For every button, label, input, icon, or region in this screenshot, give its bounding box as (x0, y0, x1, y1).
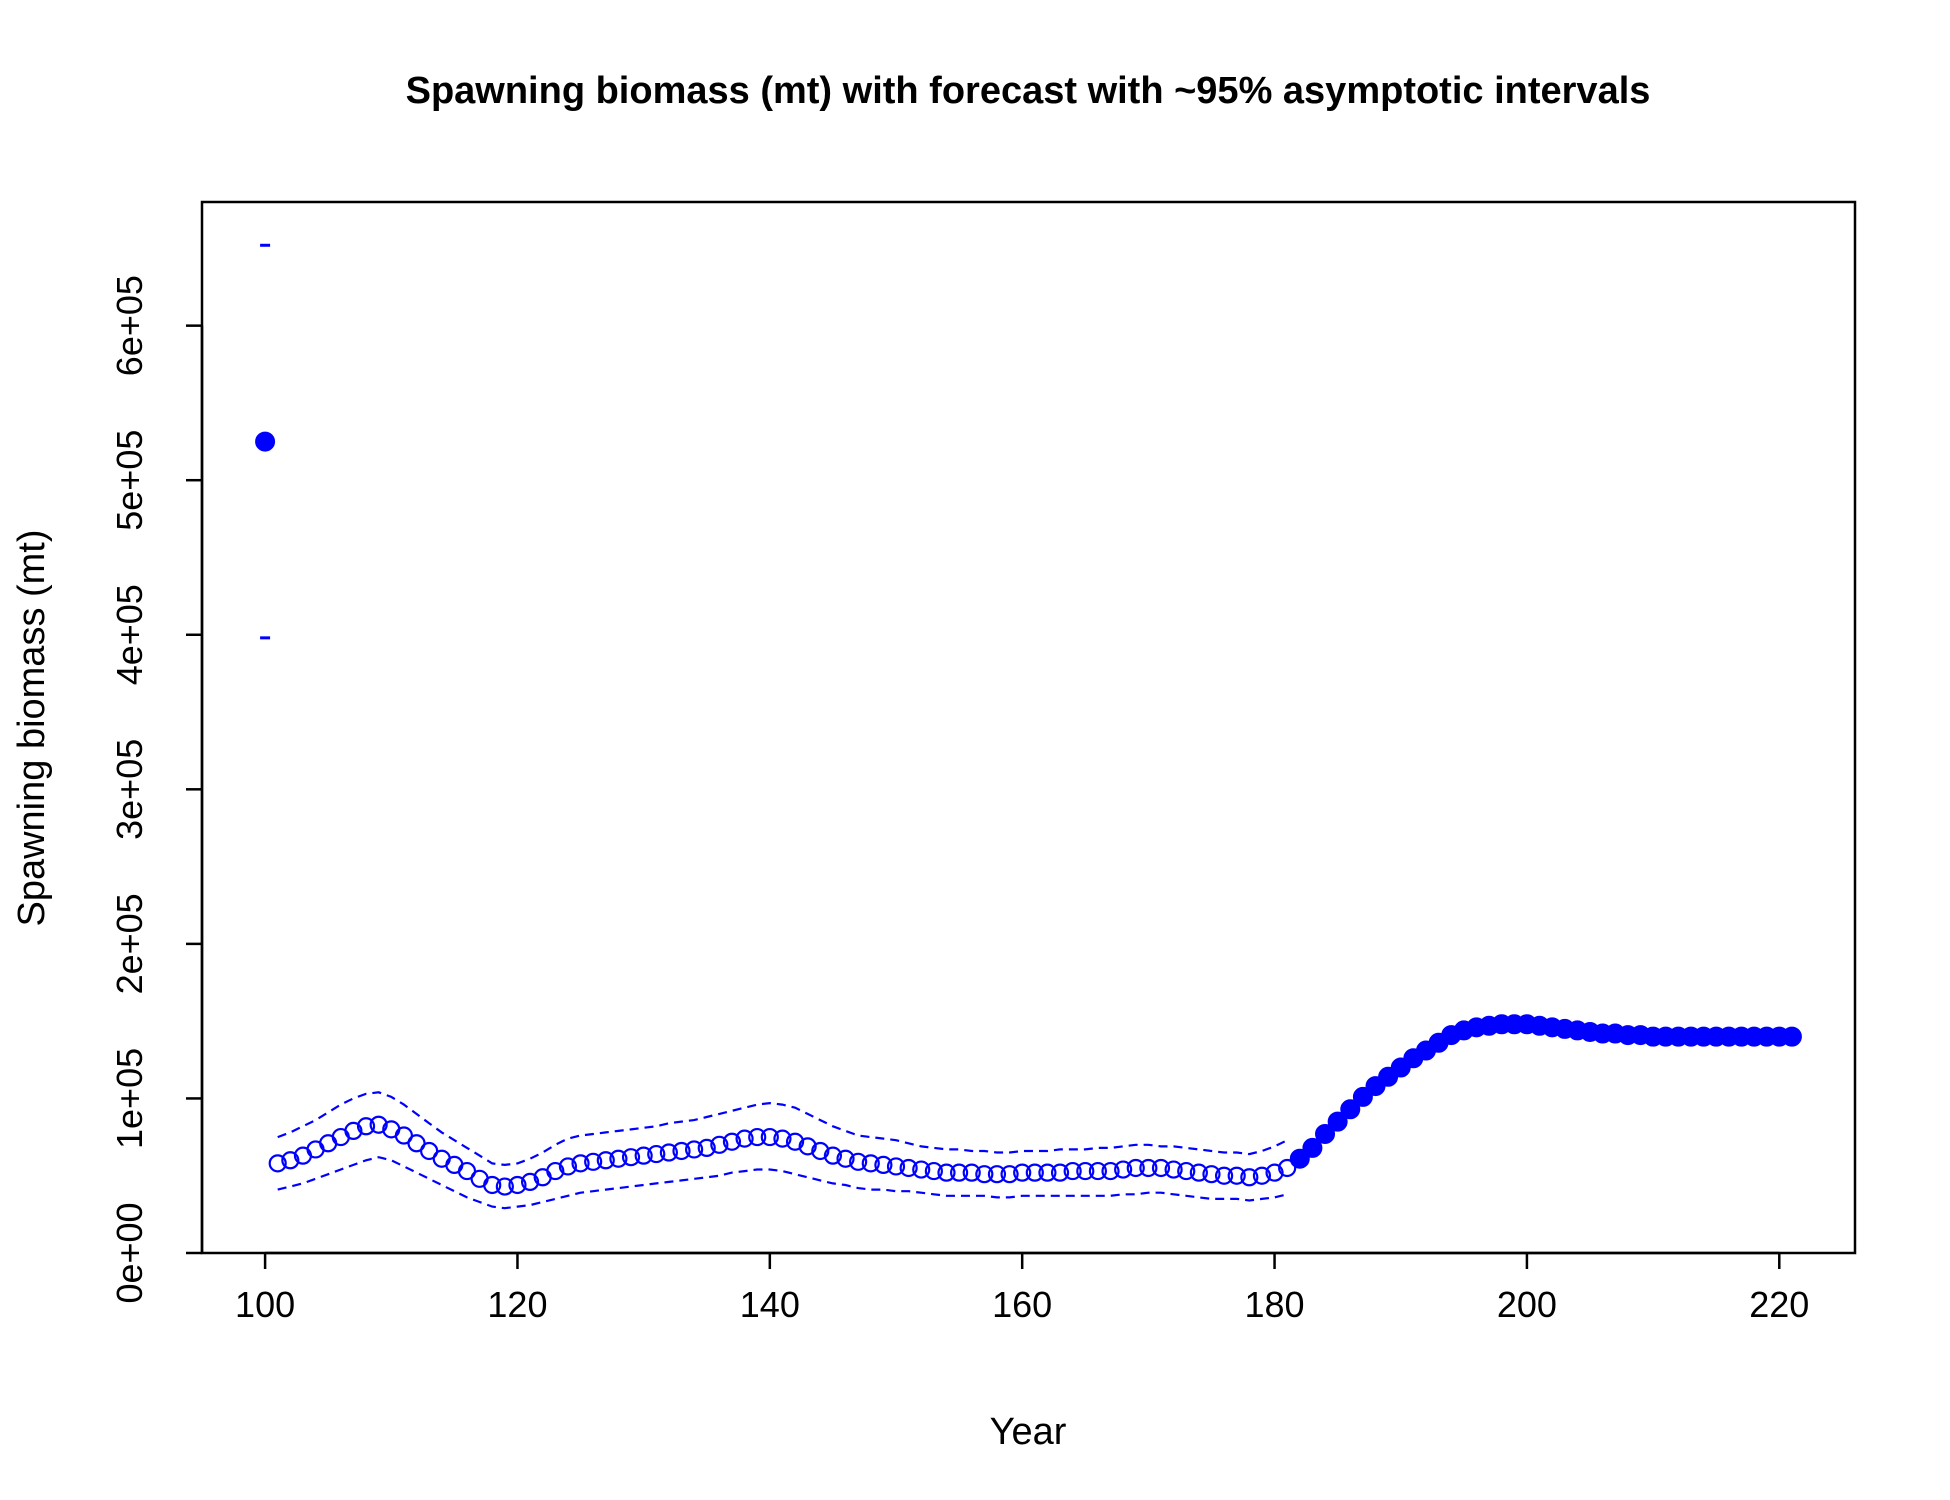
data-point (1151, 1158, 1171, 1178)
y-tick-label: 5e+05 (109, 430, 150, 531)
data-point (1063, 1161, 1082, 1181)
x-tick-label: 140 (740, 1284, 800, 1325)
data-point (1214, 1166, 1234, 1185)
y-tick-label: 2e+05 (109, 893, 150, 994)
data-point (659, 1143, 678, 1162)
data-point (1340, 1099, 1361, 1120)
data-point (836, 1149, 855, 1168)
data-point (672, 1141, 691, 1161)
data-point (268, 1154, 287, 1173)
data-point (874, 1155, 893, 1175)
data-point (987, 1165, 1007, 1184)
data-point (886, 1157, 906, 1176)
data-point (735, 1129, 754, 1148)
data-point (949, 1163, 969, 1182)
chart-title: Spawning biomass (mt) with forecast with… (406, 70, 1651, 112)
data-point (1327, 1111, 1348, 1132)
data-point (584, 1152, 603, 1171)
data-point (558, 1157, 578, 1176)
data-point (1076, 1161, 1095, 1181)
y-tick-label: 6e+05 (109, 275, 150, 376)
x-axis-title: Year (990, 1411, 1067, 1453)
data-point (861, 1154, 880, 1173)
interval-upper-line (277, 1091, 1288, 1167)
x-tick-label: 100 (235, 1284, 295, 1325)
data-point (1227, 1166, 1246, 1185)
data-point (344, 1121, 363, 1140)
data-point (710, 1135, 729, 1154)
data-point (899, 1158, 918, 1178)
data-point (1139, 1158, 1158, 1178)
data-point (508, 1175, 527, 1195)
data-point (1278, 1158, 1297, 1178)
data-point (1252, 1166, 1272, 1185)
y-axis-title: Spawning biomass (mt) (11, 529, 53, 926)
data-point (685, 1140, 704, 1159)
data-point (1101, 1161, 1120, 1181)
data-point (483, 1175, 502, 1195)
data-point (798, 1137, 817, 1156)
data-point (609, 1149, 628, 1168)
data-point (849, 1152, 868, 1171)
data-point (495, 1177, 514, 1196)
data-point (811, 1141, 830, 1161)
data-point (621, 1148, 641, 1167)
data-point (281, 1151, 300, 1170)
data-point (937, 1163, 956, 1182)
data-point (1265, 1163, 1284, 1182)
data-point (748, 1127, 767, 1147)
data-point (1781, 1026, 1802, 1047)
data-point (1050, 1163, 1070, 1182)
data-point (1013, 1163, 1032, 1182)
x-axis: 100 120 140 160 180 200 220 (235, 1251, 1809, 1325)
data-point (356, 1117, 376, 1136)
y-tick-label: 3e+05 (109, 739, 150, 840)
data-point (1177, 1161, 1196, 1181)
data-point (1202, 1165, 1221, 1184)
data-point (1114, 1160, 1133, 1179)
data-point (785, 1132, 805, 1151)
data-point (823, 1146, 843, 1165)
data-point (722, 1132, 742, 1151)
interval-lower-line (277, 1156, 1288, 1210)
y-tick-label: 4e+05 (109, 584, 150, 685)
y-tick-label: 1e+05 (109, 1048, 150, 1149)
data-point (546, 1161, 565, 1181)
x-tick-label: 180 (1245, 1284, 1305, 1325)
x-tick-label: 160 (992, 1284, 1052, 1325)
data-point (975, 1165, 994, 1184)
data-point (1315, 1123, 1336, 1144)
data-point (924, 1161, 943, 1181)
data-point (369, 1115, 388, 1134)
data-point (1038, 1163, 1057, 1182)
data-point (760, 1127, 779, 1147)
data-point (1240, 1168, 1259, 1187)
x-tick-label: 200 (1497, 1284, 1557, 1325)
data-point (773, 1129, 792, 1148)
data-point (1189, 1163, 1208, 1182)
data-point (1000, 1165, 1019, 1184)
y-tick-label: 0e+00 (109, 1202, 150, 1303)
data-point (571, 1154, 590, 1173)
data-point (1302, 1137, 1323, 1158)
data-point (1088, 1161, 1108, 1181)
data-point (962, 1163, 981, 1182)
y-axis: 0e+00 1e+05 2e+05 3e+05 4e+05 5e+05 6e+05 (109, 275, 204, 1304)
data-points (255, 431, 1802, 1196)
x-tick-label: 120 (487, 1284, 547, 1325)
data-point (1164, 1160, 1183, 1179)
confidence-intervals (260, 243, 1288, 1210)
data-point (912, 1160, 931, 1179)
data-point (634, 1146, 653, 1165)
data-point (1025, 1163, 1044, 1182)
data-point (647, 1144, 666, 1164)
data-point (596, 1151, 615, 1170)
data-point (697, 1138, 716, 1158)
data-point (1126, 1158, 1145, 1178)
data-point (255, 431, 276, 452)
data-point (520, 1172, 540, 1192)
x-tick-label: 220 (1749, 1284, 1809, 1325)
